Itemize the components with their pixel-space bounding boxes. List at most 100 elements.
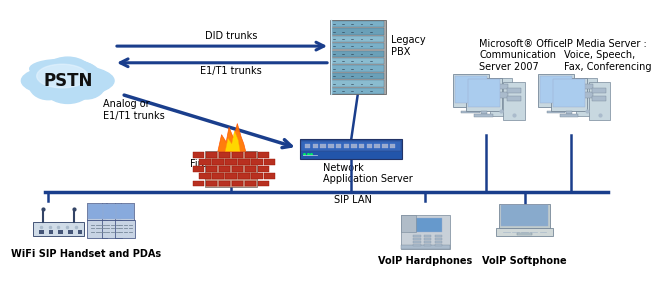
Bar: [78, 230, 82, 234]
Text: Analog or
E1/T1 trunks: Analog or E1/T1 trunks: [103, 99, 165, 121]
Bar: [546, 111, 565, 113]
Ellipse shape: [37, 64, 88, 88]
Bar: [382, 144, 387, 148]
Ellipse shape: [35, 62, 82, 88]
Bar: [328, 144, 333, 148]
Bar: [468, 80, 500, 107]
Bar: [331, 50, 384, 57]
Text: SIP LAN: SIP LAN: [334, 195, 372, 205]
Bar: [238, 173, 249, 179]
Bar: [199, 159, 211, 165]
Ellipse shape: [44, 71, 92, 103]
Bar: [301, 141, 401, 151]
Text: DID trunks: DID trunks: [205, 31, 257, 42]
Bar: [517, 233, 532, 236]
Ellipse shape: [67, 67, 106, 99]
Text: E1/T1 trunks: E1/T1 trunks: [201, 67, 262, 77]
Bar: [257, 181, 269, 186]
Text: Microsoft® Office
Communication
Server 2007: Microsoft® Office Communication Server 2…: [479, 39, 565, 72]
Bar: [264, 173, 275, 179]
Bar: [579, 84, 593, 89]
Bar: [102, 203, 121, 220]
Text: IP Media Server :
Voice, Speech,
Fax, Conferencing: IP Media Server : Voice, Speech, Fax, Co…: [564, 39, 652, 72]
Bar: [206, 152, 217, 158]
Bar: [245, 152, 256, 158]
Bar: [212, 173, 224, 179]
Bar: [193, 181, 204, 186]
Bar: [232, 152, 243, 158]
Bar: [455, 76, 486, 103]
Ellipse shape: [30, 59, 94, 78]
Text: Firewall: Firewall: [190, 159, 227, 169]
Bar: [193, 152, 204, 158]
Bar: [540, 76, 572, 103]
Bar: [102, 219, 122, 238]
Bar: [500, 204, 550, 228]
Bar: [245, 166, 256, 172]
Bar: [264, 159, 275, 165]
Ellipse shape: [40, 57, 96, 101]
Bar: [205, 151, 257, 187]
Bar: [238, 159, 249, 165]
Text: Network
Application Server: Network Application Server: [323, 163, 413, 184]
Bar: [434, 238, 442, 240]
Bar: [344, 144, 349, 148]
Bar: [413, 244, 420, 247]
Bar: [331, 88, 384, 94]
Bar: [579, 92, 593, 98]
Bar: [115, 219, 135, 238]
Bar: [331, 21, 384, 27]
Bar: [251, 173, 263, 179]
Bar: [553, 80, 585, 107]
Bar: [494, 84, 508, 89]
Bar: [116, 204, 133, 219]
Polygon shape: [225, 131, 240, 151]
Bar: [390, 144, 395, 148]
Bar: [466, 78, 502, 111]
Bar: [33, 222, 84, 236]
Bar: [434, 235, 442, 237]
Bar: [218, 166, 230, 172]
Bar: [401, 245, 449, 249]
Bar: [367, 144, 372, 148]
Ellipse shape: [54, 62, 100, 88]
Bar: [218, 181, 230, 186]
Bar: [193, 166, 204, 172]
Bar: [589, 82, 610, 120]
Bar: [413, 235, 420, 237]
Bar: [320, 144, 326, 148]
Bar: [331, 58, 384, 64]
Bar: [481, 111, 486, 114]
Bar: [501, 206, 548, 226]
Text: PSTN: PSTN: [43, 72, 92, 90]
Bar: [413, 238, 420, 240]
Bar: [494, 92, 508, 98]
Bar: [331, 73, 384, 79]
Bar: [424, 241, 431, 243]
Bar: [331, 65, 384, 72]
Bar: [331, 80, 384, 86]
Bar: [86, 219, 107, 238]
Bar: [245, 181, 256, 186]
Bar: [434, 244, 442, 247]
Bar: [59, 230, 63, 234]
Bar: [351, 144, 356, 148]
Bar: [401, 215, 416, 232]
Bar: [300, 139, 402, 159]
Bar: [468, 107, 473, 111]
Bar: [336, 144, 341, 148]
Bar: [490, 78, 512, 116]
Bar: [560, 114, 578, 117]
Bar: [424, 244, 431, 247]
Bar: [331, 43, 384, 49]
Bar: [103, 204, 121, 219]
Bar: [87, 203, 107, 220]
Bar: [39, 230, 44, 234]
Bar: [199, 173, 211, 179]
Ellipse shape: [21, 65, 114, 97]
Bar: [592, 88, 606, 93]
Text: Legacy
PBX: Legacy PBX: [391, 35, 426, 57]
Bar: [257, 152, 269, 158]
Bar: [232, 166, 243, 172]
Bar: [424, 238, 431, 240]
